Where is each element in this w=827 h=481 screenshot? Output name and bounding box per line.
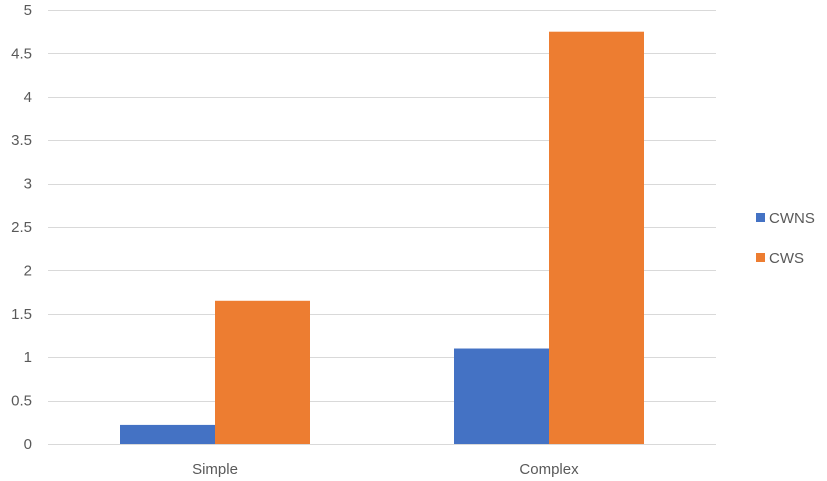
gridlines <box>48 10 716 402</box>
y-tick-label: 1.5 <box>11 306 32 323</box>
bar-cws-complex <box>549 31 644 444</box>
bar-cwns-complex <box>454 348 549 444</box>
y-tick-label: 4 <box>24 89 32 106</box>
x-tick-label: Simple <box>192 461 238 478</box>
y-tick-label: 4.5 <box>11 45 32 62</box>
y-tick-label: 5 <box>24 2 32 19</box>
legend-item-cws: CWS <box>756 250 804 267</box>
y-tick-label: 1 <box>24 349 32 366</box>
x-axis-tick-labels: Simple Complex <box>192 461 579 478</box>
bars <box>120 31 644 444</box>
legend: CWNS CWS <box>756 210 815 267</box>
y-tick-label: 3.5 <box>11 132 32 149</box>
y-tick-label: 0 <box>24 436 32 453</box>
legend-swatch <box>756 213 765 222</box>
legend-swatch <box>756 253 765 262</box>
legend-label: CWS <box>769 250 804 267</box>
y-axis-tick-labels: 0 0.5 1 1.5 2 2.5 3 3.5 4 4.5 5 <box>11 2 32 453</box>
y-tick-label: 2 <box>24 262 32 279</box>
bar-cwns-simple <box>120 424 215 444</box>
y-tick-label: 2.5 <box>11 219 32 236</box>
legend-label: CWNS <box>769 210 815 227</box>
bar-cws-simple <box>215 300 310 444</box>
y-tick-label: 0.5 <box>11 393 32 410</box>
x-tick-label: Complex <box>519 461 579 478</box>
y-tick-label: 3 <box>24 176 32 193</box>
legend-item-cwns: CWNS <box>756 210 815 227</box>
